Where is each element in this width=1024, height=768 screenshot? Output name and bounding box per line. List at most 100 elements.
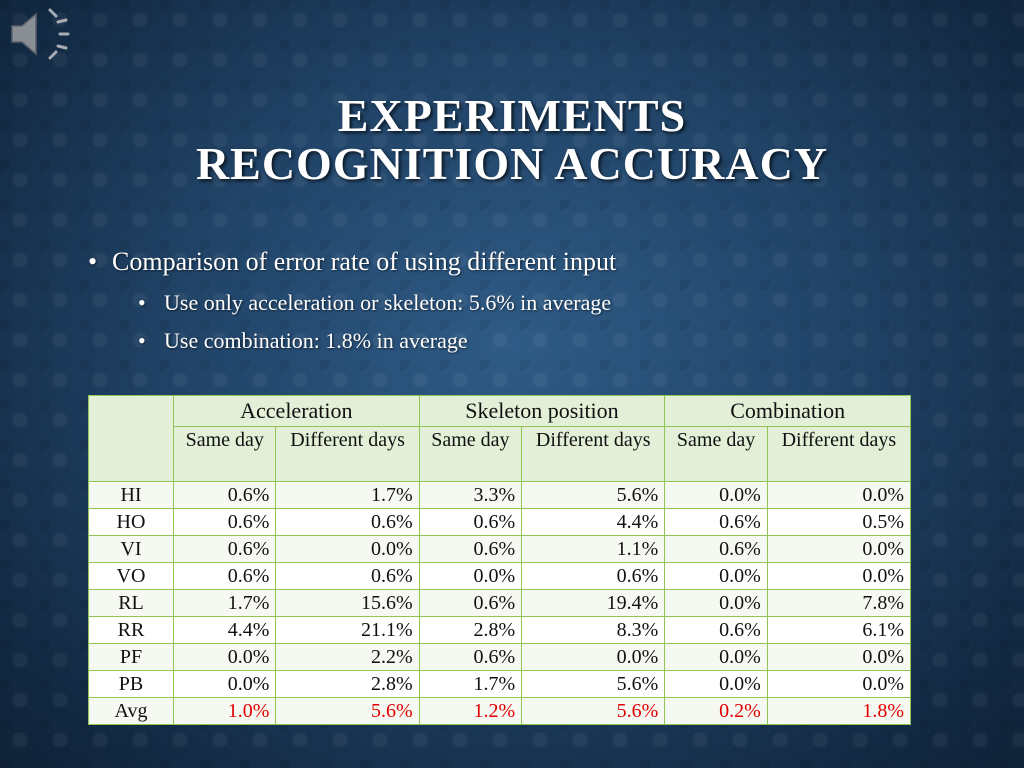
title-line-1: EXPERIMENTS [337, 90, 687, 141]
table-cell: 4.4% [521, 508, 666, 536]
bullet-main: • Comparison of error rate of using diffe… [88, 244, 616, 280]
table-cell: 0.6% [418, 643, 523, 671]
bullet-icon: • [138, 290, 146, 315]
speaker-icon[interactable] [6, 4, 76, 64]
table-cell: 0.0% [172, 643, 277, 671]
table-row: HO 0.6% 0.6% 0.6% 4.4% 0.6% 0.5% [88, 508, 912, 536]
table-cell: 0.0% [766, 481, 912, 509]
table-cell: 7.8% [766, 589, 912, 617]
row-label: PB [88, 670, 174, 698]
table-cell: 0.6% [664, 535, 768, 563]
bullet-sub-2: • Use combination: 1.8% in average [138, 326, 616, 356]
corner-cell [88, 395, 174, 482]
subheader-cell: Same day [664, 426, 768, 482]
table-cell: 5.6% [521, 481, 666, 509]
table-row: PB 0.0% 2.8% 1.7% 5.6% 0.0% 0.0% [88, 670, 912, 698]
group-header-acceleration: Acceleration [173, 395, 420, 427]
table-row: PF 0.0% 2.2% 0.6% 0.0% 0.0% 0.0% [88, 643, 912, 671]
row-label: RR [88, 616, 174, 644]
table-subheader-row: Same day Different days Same day Differe… [89, 426, 912, 482]
table-row: RR 4.4% 21.1% 2.8% 8.3% 0.6% 6.1% [88, 616, 912, 644]
table-cell: 0.6% [418, 535, 523, 563]
table-row-average: Avg 1.0% 5.6% 1.2% 5.6% 0.2% 1.8% [88, 697, 912, 725]
table-cell: 21.1% [275, 616, 420, 644]
table-cell: 0.0% [664, 643, 768, 671]
table-cell: 0.6% [664, 508, 768, 536]
bullet-sub-2-text: Use combination: 1.8% in average [164, 328, 468, 353]
average-cell: 5.6% [275, 697, 420, 725]
table-cell: 0.0% [766, 643, 912, 671]
table-cell: 0.6% [275, 508, 420, 536]
table-cell: 1.7% [275, 481, 420, 509]
table-cell: 2.8% [275, 670, 420, 698]
table-cell: 0.6% [172, 535, 277, 563]
row-label: HI [88, 481, 174, 509]
subheader-cell: Same day [172, 426, 277, 482]
table-cell: 0.0% [172, 670, 277, 698]
table-cell: 0.6% [172, 481, 277, 509]
table-group-header-row: Acceleration Skeleton position Combinati… [88, 395, 911, 482]
average-cell: 0.2% [664, 697, 768, 725]
subheader-cell: Different days [766, 426, 912, 482]
table-cell: 0.6% [521, 562, 666, 590]
table-cell: 0.0% [766, 562, 912, 590]
subheader-cell: Same day [418, 426, 523, 482]
table-cell: 2.8% [418, 616, 523, 644]
table-cell: 1.1% [521, 535, 666, 563]
bullet-icon: • [88, 247, 98, 276]
table-cell: 4.4% [172, 616, 277, 644]
table-row: VO 0.6% 0.6% 0.0% 0.6% 0.0% 0.0% [88, 562, 912, 590]
table-cell: 0.6% [418, 508, 523, 536]
table-cell: 0.6% [418, 589, 523, 617]
group-header-combination: Combination [664, 395, 911, 427]
table-row: VI 0.6% 0.0% 0.6% 1.1% 0.6% 0.0% [88, 535, 912, 563]
subheader-cell: Different days [275, 426, 420, 482]
table-cell: 1.7% [418, 670, 523, 698]
error-rate-table: Acceleration Skeleton position Combinati… [88, 395, 912, 725]
bullet-icon: • [138, 328, 146, 353]
title-line-2: RECOGNITION ACCURACY [195, 138, 829, 189]
table-cell: 0.0% [766, 535, 912, 563]
row-label: RL [88, 589, 174, 617]
average-cell: 1.8% [766, 697, 912, 725]
table-cell: 15.6% [275, 589, 420, 617]
table-row: HI 0.6% 1.7% 3.3% 5.6% 0.0% 0.0% [88, 481, 912, 509]
row-label: PF [88, 643, 174, 671]
slide-title: EXPERIMENTS RECOGNITION ACCURACY [0, 92, 1024, 188]
bullet-sub-1: • Use only acceleration or skeleton: 5.6%… [138, 288, 616, 318]
table-cell: 0.5% [766, 508, 912, 536]
table-cell: 0.0% [418, 562, 523, 590]
table-cell: 0.6% [172, 562, 277, 590]
row-label: VI [88, 535, 174, 563]
bullet-list: • Comparison of error rate of using diffe… [88, 244, 616, 356]
average-cell: 1.0% [172, 697, 277, 725]
table-cell: 0.0% [664, 481, 768, 509]
table-cell: 3.3% [418, 481, 523, 509]
bullet-sub-1-text: Use only acceleration or skeleton: 5.6% … [164, 290, 612, 315]
table-cell: 0.0% [766, 670, 912, 698]
table-cell: 0.6% [275, 562, 420, 590]
group-header-skeleton: Skeleton position [418, 395, 666, 427]
bullet-main-text: Comparison of error rate of using differ… [112, 247, 617, 276]
table-row: RL 1.7% 15.6% 0.6% 19.4% 0.0% 7.8% [88, 589, 912, 617]
table-cell: 6.1% [766, 616, 912, 644]
average-cell: 1.2% [418, 697, 523, 725]
subheader-cell: Different days [521, 426, 666, 482]
average-cell: 5.6% [521, 697, 666, 725]
table-cell: 5.6% [521, 670, 666, 698]
row-label: Avg [88, 697, 174, 725]
table-cell: 1.7% [172, 589, 277, 617]
table-cell: 0.6% [664, 616, 768, 644]
table-cell: 0.0% [521, 643, 666, 671]
table-cell: 0.0% [664, 562, 768, 590]
table-cell: 19.4% [521, 589, 666, 617]
table-cell: 8.3% [521, 616, 666, 644]
table-cell: 0.0% [664, 670, 768, 698]
row-label: VO [88, 562, 174, 590]
row-label: HO [88, 508, 174, 536]
table-cell: 0.0% [275, 535, 420, 563]
table-cell: 2.2% [275, 643, 420, 671]
table-cell: 0.0% [664, 589, 768, 617]
table-cell: 0.6% [172, 508, 277, 536]
